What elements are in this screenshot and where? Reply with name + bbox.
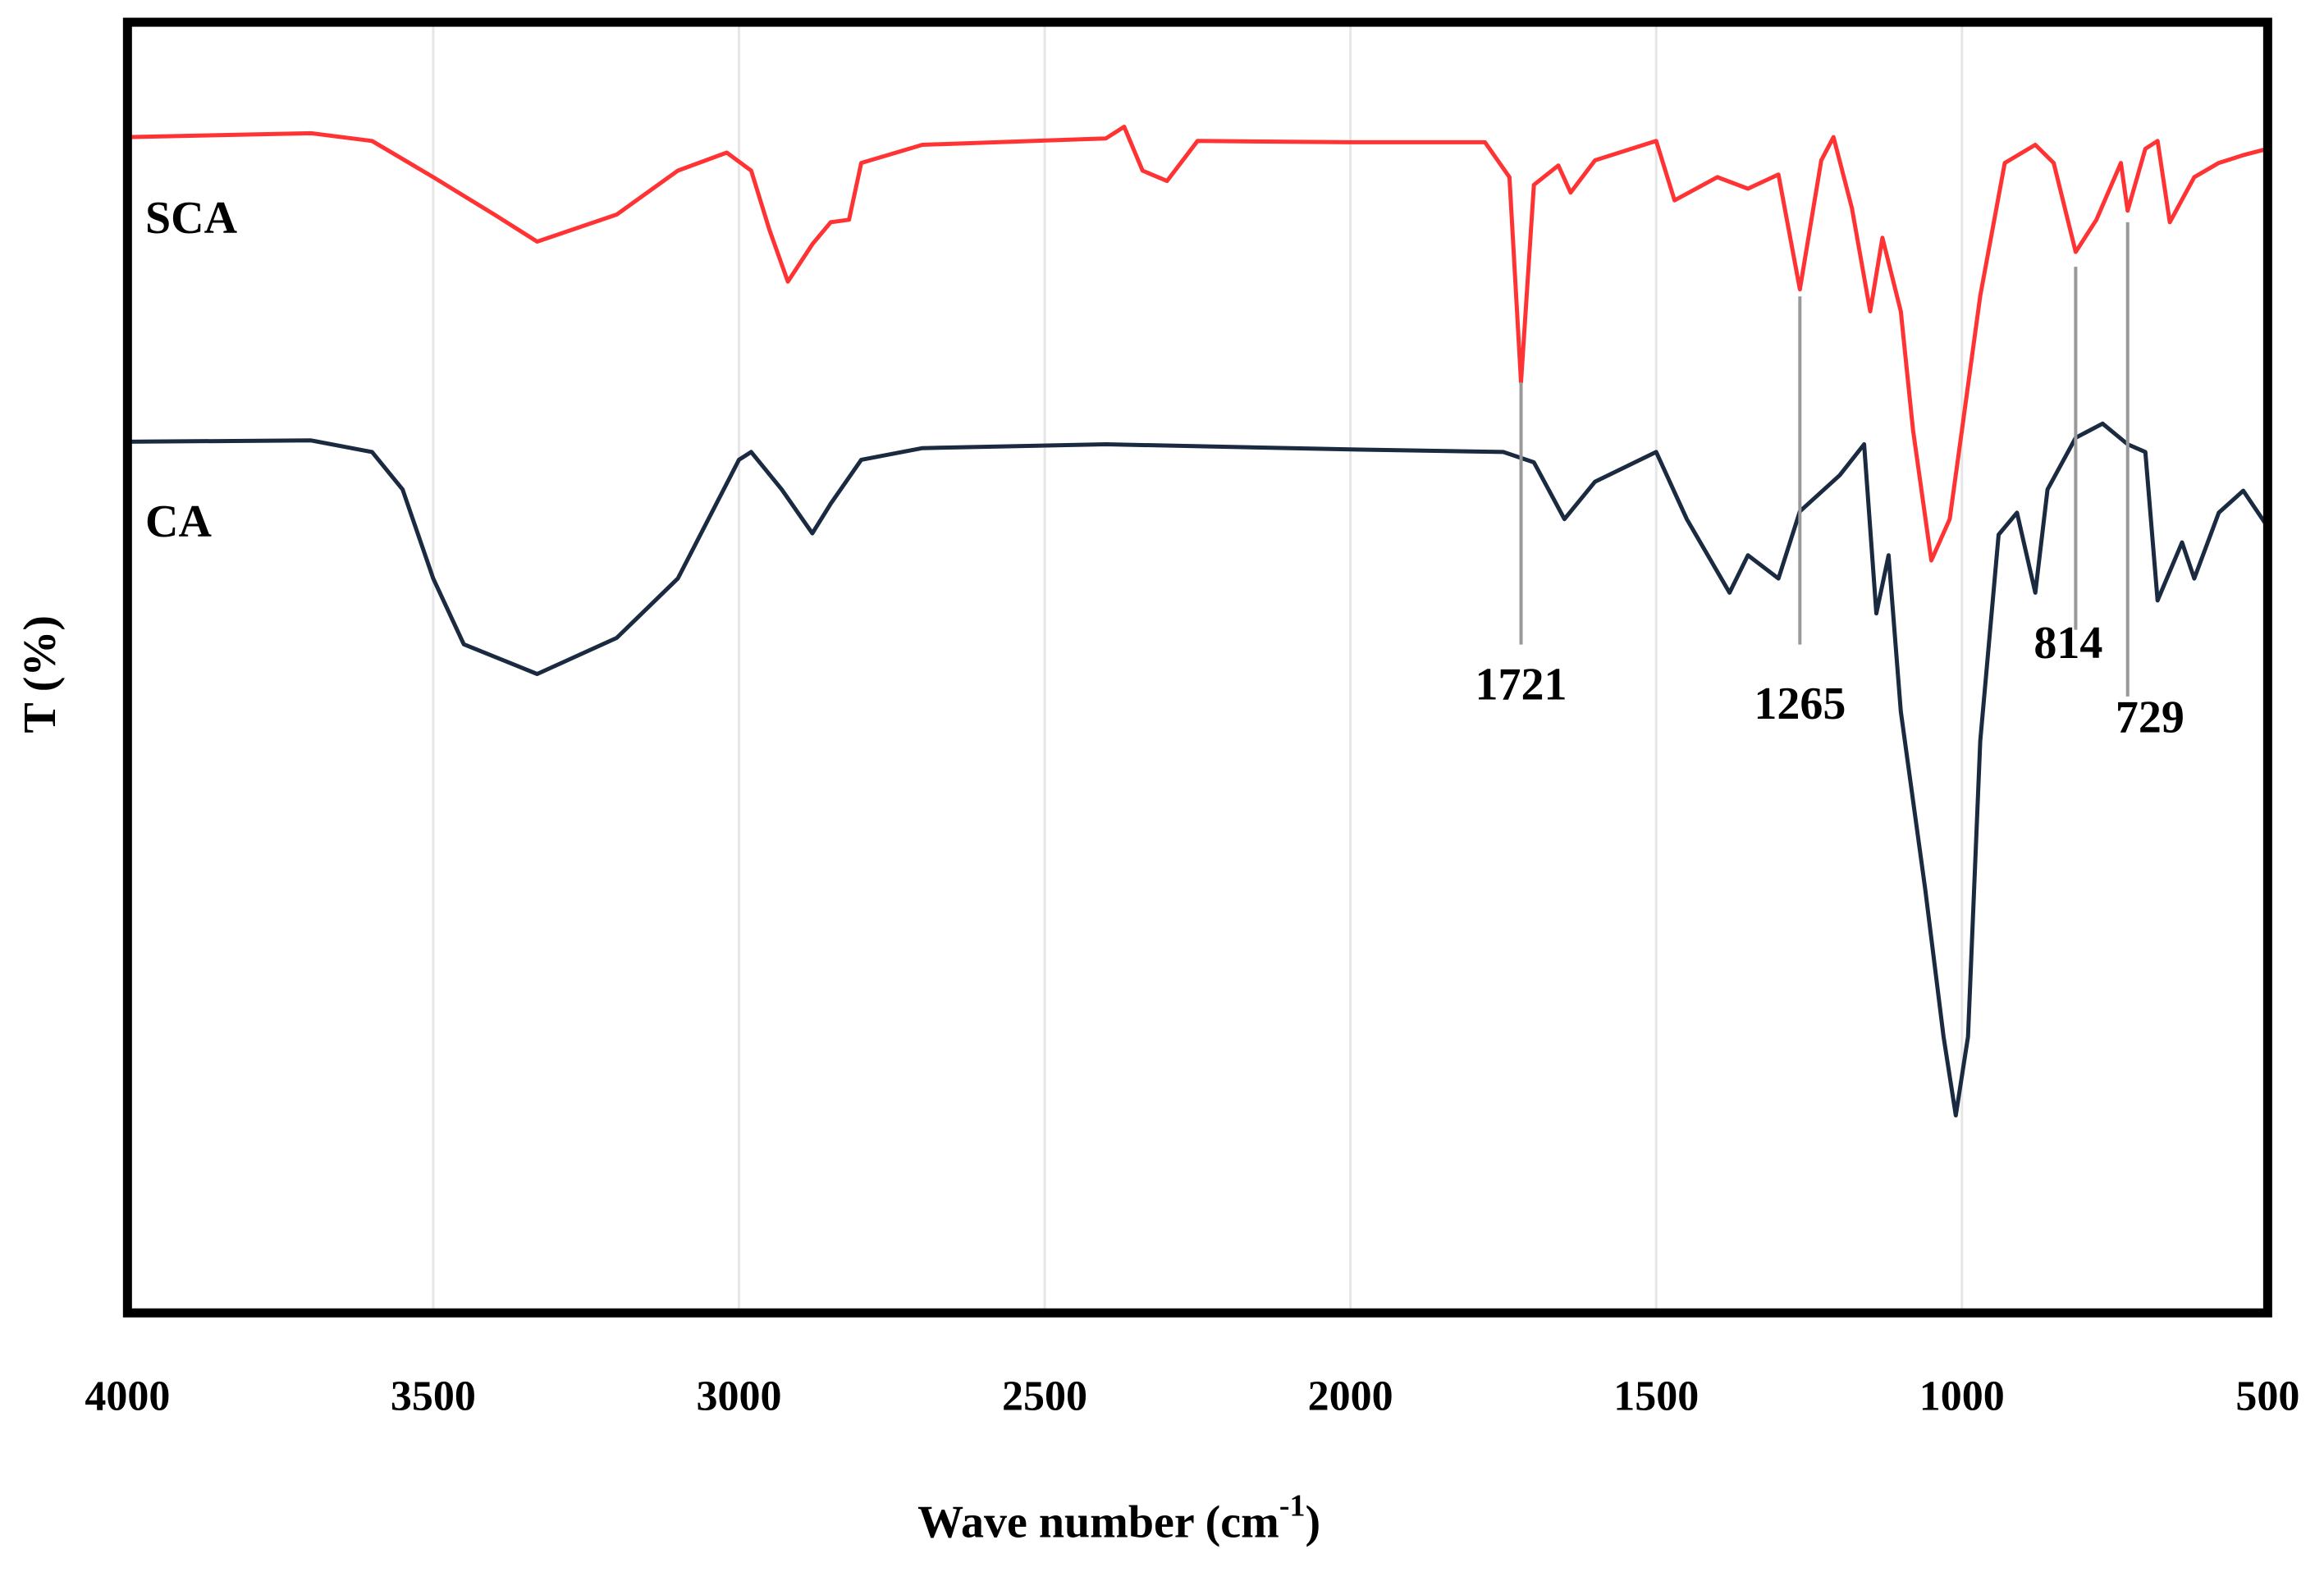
x-tick-label: 4000 xyxy=(85,1373,170,1420)
y-axis-label: T (%) xyxy=(15,615,66,733)
annotation-label: 1721 xyxy=(1475,660,1567,711)
x-tick-label: 500 xyxy=(2235,1373,2299,1420)
line-series xyxy=(127,125,2269,563)
annotation-label: 729 xyxy=(2116,692,2184,743)
plot-frame xyxy=(122,17,2272,1318)
x-tick-label: 2500 xyxy=(1002,1373,1087,1420)
annotation-label: 814 xyxy=(2034,618,2102,669)
x-axis-label: Wave number (cm-1) xyxy=(917,1488,1320,1547)
series-label: CA xyxy=(145,496,212,547)
x-axis-label-sup: -1 xyxy=(1279,1488,1306,1523)
x-tick-label: 3000 xyxy=(696,1373,781,1420)
x-tick-label: 3500 xyxy=(391,1373,476,1420)
annotation-label: 1265 xyxy=(1754,679,1846,729)
x-axis-label-text: Wave number (cm xyxy=(917,1496,1279,1547)
x-tick-label: 1500 xyxy=(1613,1373,1699,1420)
x-axis-label-end: ) xyxy=(1305,1496,1320,1547)
series-label: SCA xyxy=(145,193,238,244)
x-tick-label: 2000 xyxy=(1308,1373,1393,1420)
line-series xyxy=(127,421,2270,1117)
x-tick-label: 1000 xyxy=(1919,1373,2005,1420)
